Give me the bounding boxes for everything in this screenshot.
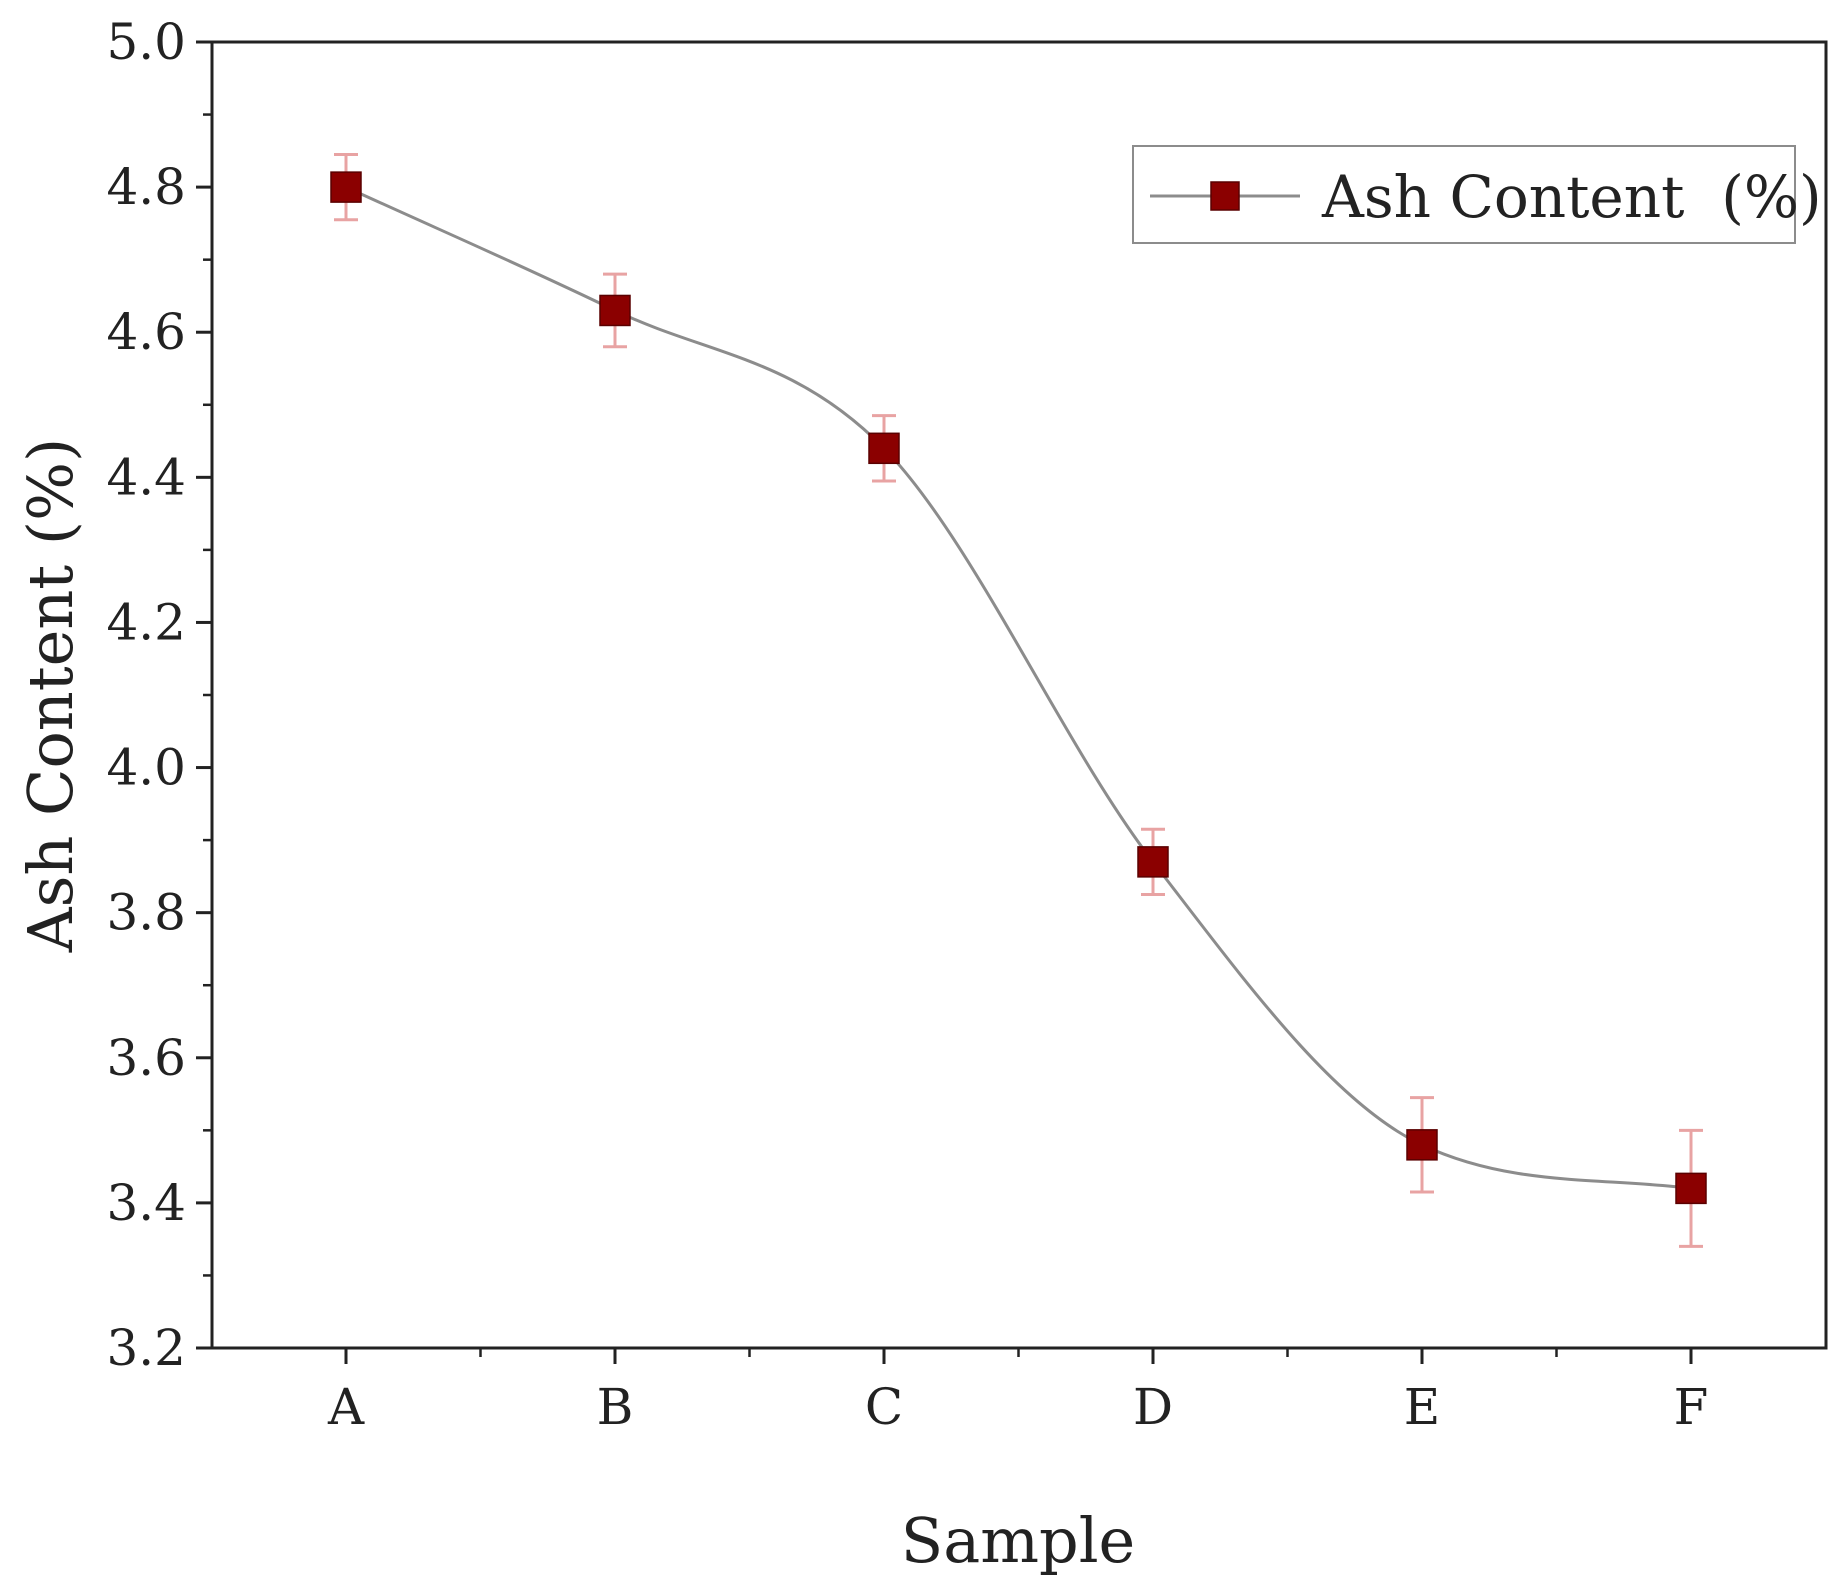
data-point-marker xyxy=(1137,846,1169,878)
x-tick-label: C xyxy=(865,1378,903,1436)
y-tick-label: 3.4 xyxy=(106,1174,186,1232)
data-point-marker xyxy=(1406,1129,1438,1161)
x-tick-label: F xyxy=(1674,1378,1709,1436)
legend-marker-sample xyxy=(1210,181,1240,211)
y-tick-label: 5.0 xyxy=(106,13,186,71)
x-tick-label: D xyxy=(1133,1378,1173,1436)
y-tick-label: 4.8 xyxy=(106,158,186,216)
data-point-marker xyxy=(1675,1172,1707,1205)
legend-label: Ash Content (%) xyxy=(1321,163,1822,231)
x-tick-label: A xyxy=(327,1378,365,1436)
x-tick-labels: A B C D E F xyxy=(327,1378,1708,1436)
x-axis-title: Sample xyxy=(901,1504,1135,1577)
y-tick-label: 4.2 xyxy=(106,593,186,651)
y-tick-label: 4.4 xyxy=(106,448,186,506)
data-markers xyxy=(330,171,1707,1205)
legend: Ash Content (%) xyxy=(1132,145,1822,244)
data-point-marker xyxy=(599,294,631,327)
y-tick-label: 3.6 xyxy=(106,1029,186,1087)
data-point-marker xyxy=(330,171,362,203)
data-point-marker xyxy=(868,432,900,465)
x-tick-label: B xyxy=(597,1378,634,1436)
y-tick-label: 3.2 xyxy=(106,1319,186,1377)
y-tick-label: 4.6 xyxy=(106,303,186,361)
y-tick-label: 4.0 xyxy=(106,739,186,797)
y-axis-title: Ash Content (%) xyxy=(14,438,87,953)
y-tick-labels: 3.2 3.4 3.6 3.8 4.0 4.2 4.4 4.6 4.8 5.0 xyxy=(106,13,186,1377)
x-tick-label: E xyxy=(1404,1378,1441,1436)
y-tick-label: 3.8 xyxy=(106,884,186,942)
axis-ticks xyxy=(196,40,1693,1364)
